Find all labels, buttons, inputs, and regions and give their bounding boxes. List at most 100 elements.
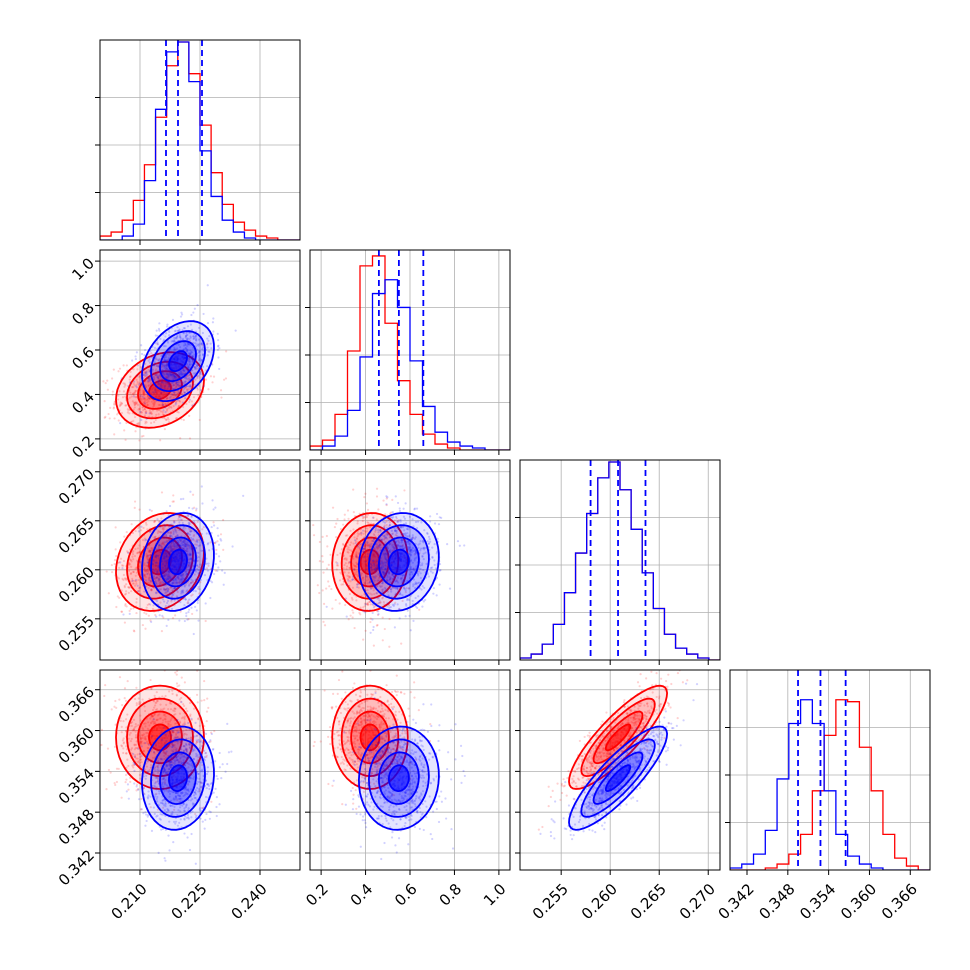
scatter-point: [356, 574, 360, 578]
scatter-point: [175, 581, 179, 585]
scatter-point: [159, 717, 163, 720]
scatter-point: [125, 473, 127, 475]
scatter-point: [163, 356, 166, 359]
scatter-point: [415, 507, 419, 510]
scatter-point: [133, 748, 136, 751]
scatter-point: [184, 347, 188, 350]
scatter-point: [168, 690, 171, 693]
scatter-point: [131, 392, 134, 396]
scatter-point: [164, 534, 168, 537]
scatter-point: [140, 529, 143, 532]
scatter-point: [345, 615, 348, 618]
scatter-point: [129, 382, 132, 385]
scatter-point: [217, 543, 221, 546]
scatter-point: [163, 574, 166, 577]
scatter-point: [383, 521, 387, 524]
scatter-point: [362, 578, 365, 581]
scatter-point: [427, 542, 431, 545]
scatter-point: [189, 530, 193, 533]
scatter-point: [189, 558, 193, 561]
scatter-point: [409, 559, 413, 562]
scatter-point: [421, 554, 424, 558]
scatter-point: [409, 548, 412, 551]
scatter-point: [406, 545, 410, 548]
scatter-point: [152, 722, 155, 725]
scatter-point: [396, 544, 399, 547]
scatter-point: [191, 612, 194, 616]
scatter-point: [191, 579, 194, 582]
scatter-point: [410, 548, 413, 552]
scatter-point: [157, 546, 160, 549]
scatter-point: [151, 391, 155, 394]
scatter-point: [167, 556, 170, 559]
scatter-point: [204, 619, 207, 623]
scatter-point: [358, 543, 361, 546]
scatter-point: [363, 605, 366, 608]
scatter-point: [181, 401, 185, 404]
scatter-point: [176, 543, 179, 546]
scatter-point: [185, 532, 189, 535]
scatter-point: [145, 585, 148, 588]
scatter-point: [174, 759, 177, 762]
scatter-point: [148, 550, 151, 553]
scatter-point: [133, 726, 136, 729]
scatter-point: [135, 571, 138, 574]
scatter-point: [155, 765, 159, 768]
scatter-point: [184, 336, 187, 339]
scatter-point: [152, 604, 155, 607]
scatter-point: [144, 725, 147, 728]
scatter-point: [134, 529, 137, 533]
scatter-point: [346, 548, 349, 551]
scatter-point: [353, 565, 357, 568]
scatter-point: [178, 619, 181, 622]
scatter-point: [155, 591, 158, 595]
scatter-point: [133, 584, 137, 587]
scatter-point: [178, 335, 182, 338]
scatter-point: [156, 341, 159, 344]
scatter-point: [171, 378, 174, 381]
scatter-point: [114, 699, 117, 703]
scatter-point: [423, 529, 426, 532]
scatter-point: [143, 393, 146, 396]
scatter-point: [155, 582, 158, 586]
scatter-point: [193, 366, 196, 369]
scatter-point: [147, 381, 150, 384]
scatter-point: [172, 540, 175, 544]
scatter-point: [169, 523, 172, 527]
scatter-point: [397, 527, 400, 530]
scatter-point: [383, 561, 386, 564]
scatter-point: [135, 704, 138, 707]
scatter-point: [398, 509, 402, 513]
scatter-point: [427, 535, 431, 538]
scatter-point: [417, 581, 420, 584]
scatter-point: [376, 597, 379, 600]
scatter-point: [421, 562, 424, 565]
scatter-point: [197, 571, 200, 575]
scatter-point: [411, 573, 414, 576]
scatter-point: [323, 624, 327, 627]
scatter-point: [169, 534, 172, 537]
scatter-point: [352, 611, 355, 614]
scatter-point: [193, 336, 197, 339]
scatter-point: [369, 592, 372, 595]
scatter-point: [138, 407, 141, 410]
scatter-point: [356, 585, 359, 589]
scatter-point: [167, 546, 170, 549]
panel-2-1: [305, 459, 511, 665]
scatter-point: [180, 518, 184, 522]
scatter-point: [185, 348, 188, 351]
y-tick-label: 0.260: [55, 563, 98, 606]
scatter-point: [167, 708, 170, 711]
scatter-point: [167, 383, 171, 386]
scatter-point: [377, 573, 380, 576]
scatter-point: [133, 554, 137, 558]
scatter-point: [139, 755, 142, 759]
scatter-point: [157, 375, 160, 378]
scatter-point: [175, 394, 178, 397]
scatter-point: [174, 748, 177, 752]
scatter-point: [129, 607, 133, 611]
scatter-point: [173, 394, 176, 397]
scatter-point: [197, 355, 201, 358]
scatter-point: [404, 591, 407, 594]
scatter-point: [154, 388, 157, 392]
